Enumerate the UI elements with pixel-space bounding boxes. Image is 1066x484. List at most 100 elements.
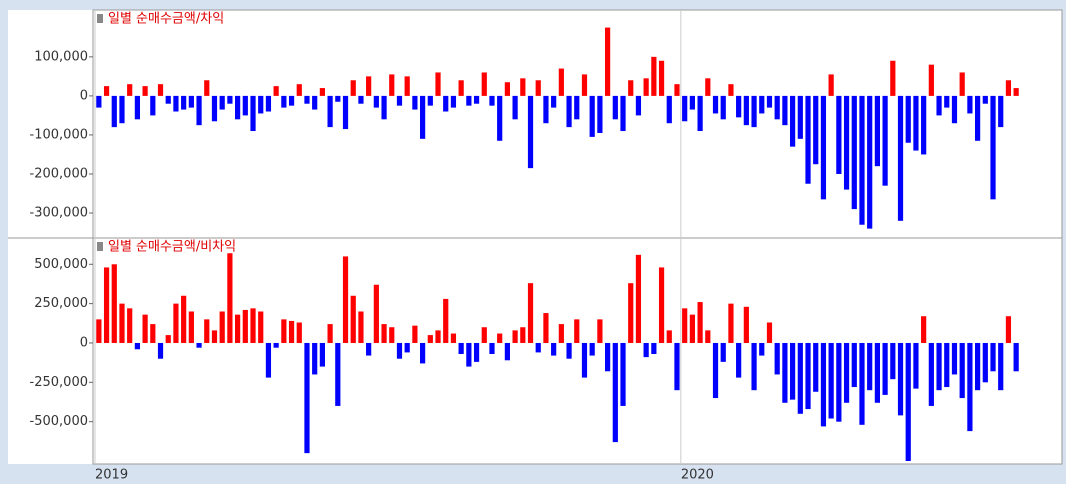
bar bbox=[211, 330, 218, 343]
bar bbox=[458, 80, 464, 96]
bar bbox=[512, 330, 518, 343]
bar bbox=[720, 95, 726, 120]
bar bbox=[705, 330, 711, 343]
bar bbox=[111, 264, 117, 343]
bar bbox=[389, 74, 395, 96]
y-tick-label: 0 bbox=[80, 335, 88, 350]
bar bbox=[705, 78, 711, 96]
bar bbox=[366, 342, 372, 356]
bar bbox=[774, 95, 780, 120]
bar bbox=[466, 342, 472, 367]
bar bbox=[897, 95, 904, 221]
bar bbox=[412, 95, 418, 110]
bar bbox=[527, 95, 534, 169]
bar bbox=[689, 95, 695, 110]
bar bbox=[381, 95, 387, 120]
bar bbox=[96, 319, 102, 343]
bar bbox=[836, 342, 842, 422]
bar bbox=[443, 298, 449, 343]
bar bbox=[605, 27, 611, 96]
bar bbox=[712, 342, 719, 399]
bar bbox=[658, 60, 665, 96]
bar bbox=[157, 342, 164, 359]
bar bbox=[836, 95, 842, 174]
bar bbox=[990, 342, 996, 372]
bar bbox=[913, 95, 919, 151]
bar bbox=[288, 95, 295, 106]
bar bbox=[859, 342, 865, 425]
bar bbox=[975, 95, 981, 141]
bar bbox=[951, 342, 958, 375]
bar bbox=[874, 95, 880, 167]
bar bbox=[373, 284, 379, 343]
bar bbox=[975, 342, 981, 391]
x-tick-label: 2019 bbox=[95, 468, 128, 483]
bar bbox=[805, 95, 811, 184]
bar bbox=[173, 95, 179, 112]
chart-title: 일별 순매수금액/비차익 bbox=[108, 240, 236, 255]
y-tick-label: 100,000 bbox=[34, 49, 88, 64]
bar bbox=[366, 76, 372, 96]
bar bbox=[466, 95, 472, 106]
bar bbox=[820, 342, 827, 427]
bar bbox=[551, 95, 557, 108]
bar bbox=[527, 283, 534, 343]
bar bbox=[674, 342, 680, 391]
bar bbox=[574, 319, 580, 343]
icon bbox=[97, 14, 103, 23]
bar bbox=[188, 311, 194, 343]
bar bbox=[296, 322, 302, 343]
bar bbox=[874, 342, 880, 403]
bar bbox=[620, 95, 626, 132]
bar bbox=[782, 342, 788, 403]
bar bbox=[905, 95, 911, 143]
bar bbox=[427, 95, 433, 106]
chart-title: 일별 순매수금액/차익 bbox=[108, 12, 224, 27]
bar bbox=[843, 95, 850, 190]
bar bbox=[258, 311, 264, 343]
y-tick-label: -500,000 bbox=[30, 414, 88, 429]
bar bbox=[165, 335, 171, 343]
bar bbox=[250, 308, 256, 343]
bar bbox=[142, 314, 148, 343]
bar bbox=[643, 78, 649, 96]
bar bbox=[944, 95, 950, 108]
bar bbox=[489, 95, 495, 106]
plot-area bbox=[92, 9, 1063, 465]
bar bbox=[258, 95, 264, 114]
bar bbox=[327, 95, 333, 128]
bar bbox=[134, 95, 140, 120]
y-tick-label: 250,000 bbox=[34, 296, 88, 311]
bar bbox=[944, 342, 950, 388]
bar bbox=[435, 72, 441, 96]
bar bbox=[342, 95, 349, 130]
bar bbox=[358, 311, 364, 343]
bar bbox=[936, 342, 942, 391]
bar bbox=[350, 295, 356, 343]
bar bbox=[820, 95, 827, 200]
bar bbox=[427, 335, 433, 343]
bar bbox=[982, 95, 988, 104]
bar bbox=[196, 95, 202, 126]
bar bbox=[682, 308, 688, 343]
y-tick-label: 0 bbox=[80, 88, 88, 103]
bar bbox=[473, 342, 480, 362]
bar bbox=[967, 342, 973, 432]
bar bbox=[219, 311, 225, 343]
bar bbox=[319, 88, 325, 96]
bar bbox=[165, 95, 171, 104]
bar bbox=[473, 95, 480, 104]
bar bbox=[142, 86, 148, 96]
bar bbox=[543, 95, 549, 124]
bar bbox=[751, 95, 757, 128]
bar bbox=[859, 95, 865, 225]
bar bbox=[843, 342, 850, 403]
bar bbox=[712, 95, 719, 114]
bar bbox=[766, 322, 773, 343]
bar bbox=[635, 95, 642, 116]
bar bbox=[998, 342, 1004, 391]
bar bbox=[520, 78, 526, 96]
bar bbox=[543, 313, 549, 343]
bar bbox=[412, 325, 418, 343]
bar bbox=[127, 308, 133, 343]
